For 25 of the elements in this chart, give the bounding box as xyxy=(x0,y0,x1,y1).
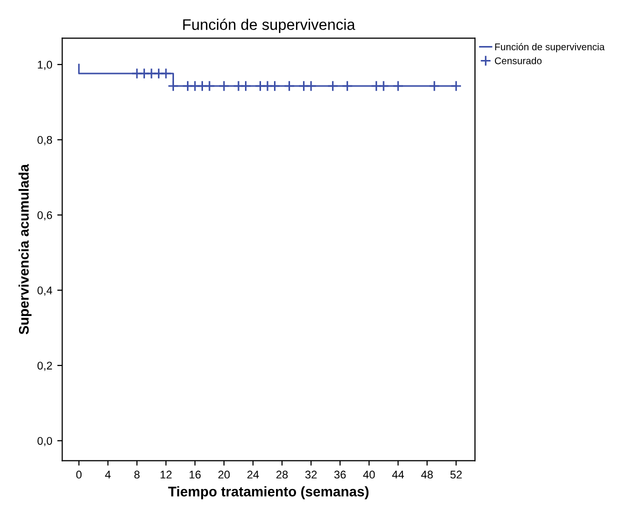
y-tick-label: 0,4 xyxy=(37,286,52,296)
x-tick-label: 48 xyxy=(421,470,433,479)
x-tick-label: 24 xyxy=(247,470,259,478)
legend-label: Censurado xyxy=(494,57,542,64)
x-tick-label: 44 xyxy=(392,470,404,478)
x-tick-label: 12 xyxy=(160,470,172,478)
x-tick-label: 20 xyxy=(218,470,230,479)
x-tick-label: 0 xyxy=(76,470,82,479)
x-tick-label: 8 xyxy=(134,470,140,479)
x-tick-label: 40 xyxy=(363,470,375,479)
x-tick-label: 28 xyxy=(276,470,288,479)
y-axis-title: Supervivencia acumulada xyxy=(18,164,32,334)
y-tick-label: 0,0 xyxy=(37,436,52,446)
x-axis-title: Tiempo tratamiento (semanas) xyxy=(168,486,369,500)
y-tick-label: 1,0 xyxy=(38,60,52,70)
x-tick-label: 36 xyxy=(334,470,346,479)
x-tick-label: 16 xyxy=(190,470,201,479)
x-tick-label: 52 xyxy=(450,470,462,479)
y-tick-label: 0,2 xyxy=(37,362,52,371)
y-tick-label: 0,8 xyxy=(37,136,52,146)
legend-label: Función de supervivencia xyxy=(495,43,605,52)
chart-title: Función de supervivencia xyxy=(183,18,356,34)
y-tick-label: 0,6 xyxy=(37,211,52,220)
x-tick-label: 32 xyxy=(305,470,317,479)
x-tick-label: 4 xyxy=(105,470,111,478)
